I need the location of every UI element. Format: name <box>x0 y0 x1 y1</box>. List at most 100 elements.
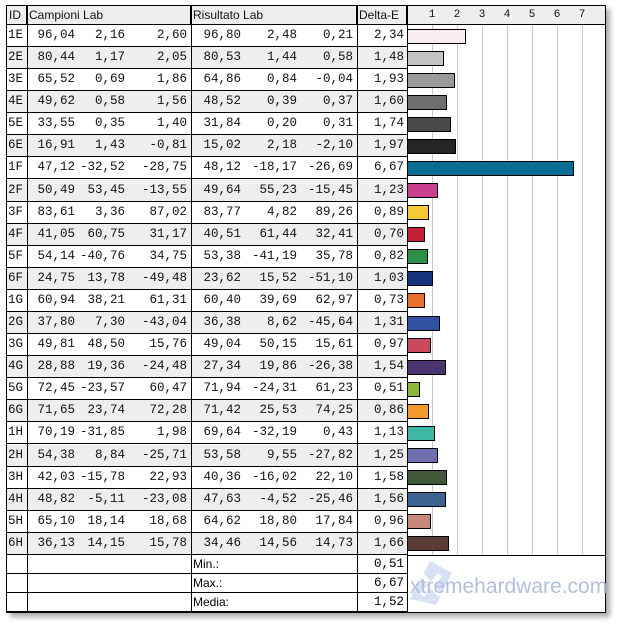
meas-a: 0,20 <box>266 116 297 131</box>
ref-a: 2,16 <box>94 28 125 42</box>
meas-b: 0,31 <box>322 116 353 131</box>
ref-a: 53,45 <box>87 182 125 197</box>
ref-l: 54,38 <box>37 447 75 462</box>
bar-6G <box>407 403 429 419</box>
bar-2G <box>407 315 440 331</box>
header-delta: Delta-E <box>357 6 407 25</box>
ref-l: 41,05 <box>37 226 75 241</box>
table-row: 5G 72,45 -23,57 60,47 71,94 -24,31 61,23 0,51 <box>7 378 407 401</box>
meas-l: 49,64 <box>203 182 241 197</box>
ref-b: 34,75 <box>149 248 187 263</box>
table-row: 4H 48,82 -5,11 -23,08 47,63 -4,52 -25,46 1,56 <box>7 488 407 511</box>
meas-a: 8,62 <box>266 315 297 330</box>
gridline <box>532 25 533 555</box>
ref-l: 50,49 <box>37 182 75 197</box>
column-divider <box>27 6 28 612</box>
tick-label: 3 <box>478 9 486 21</box>
ref-a: 1,43 <box>94 138 125 153</box>
ref-a: -5,11 <box>87 491 125 506</box>
bar-5H <box>407 514 431 530</box>
table-row: 2G 37,80 7,30 -43,04 36,38 8,62 -45,64 1,31 <box>7 312 407 335</box>
ref-a: 1,17 <box>94 50 125 65</box>
bar-1E <box>407 28 466 44</box>
delta-e: 0,51 <box>373 381 404 396</box>
sample-id: 6E <box>8 138 24 153</box>
meas-a: 2,48 <box>266 28 297 42</box>
delta-e: 1,03 <box>373 270 404 285</box>
sample-id: 4E <box>8 94 24 109</box>
delta-e: 1,60 <box>373 94 404 109</box>
meas-b: 0,58 <box>322 50 353 65</box>
tick-label: 2 <box>453 9 461 21</box>
bar-6F <box>407 271 433 287</box>
bar-4F <box>407 227 425 243</box>
ref-l: 24,75 <box>37 270 75 285</box>
ref-b: -13,55 <box>141 182 187 197</box>
bar-4H <box>407 492 446 508</box>
column-divider <box>191 6 192 612</box>
ref-l: 65,52 <box>37 72 75 87</box>
sample-id: 6F <box>8 270 24 285</box>
ref-l: 37,80 <box>37 315 75 330</box>
meas-l: 53,58 <box>203 447 241 462</box>
summary-row: Media: 1,52 <box>7 593 407 612</box>
meas-b: 22,10 <box>315 469 353 484</box>
ref-b: 22,93 <box>149 469 187 484</box>
sample-id: 1E <box>8 28 24 42</box>
meas-a: 9,55 <box>266 447 297 462</box>
meas-a: 2,18 <box>266 138 297 153</box>
sample-id: 4G <box>8 359 24 374</box>
chart-axis: 1 2 3 4 5 6 7 <box>407 6 605 25</box>
delta-e: 2,34 <box>373 28 404 42</box>
ref-a: -32,52 <box>79 160 125 175</box>
meas-a: -18,17 <box>251 160 297 175</box>
ref-a: 38,21 <box>87 292 125 307</box>
ref-a: 18,14 <box>87 513 125 528</box>
sample-id: 4H <box>8 491 24 506</box>
ref-l: 65,10 <box>37 513 75 528</box>
delta-e: 0,86 <box>373 403 404 418</box>
tick-label: 7 <box>578 9 586 21</box>
bar-3E <box>407 72 456 88</box>
meas-b: 62,97 <box>315 292 353 307</box>
ref-a: 0,35 <box>94 116 125 131</box>
meas-b: 0,43 <box>322 425 353 440</box>
sample-id: 4F <box>8 226 24 241</box>
delta-e: 0,96 <box>373 513 404 528</box>
meas-b: -25,46 <box>307 491 353 506</box>
sample-id: 2F <box>8 182 24 197</box>
table-row: 5F 54,14 -40,76 34,75 53,38 -41,19 35,78 0,82 <box>7 245 407 268</box>
ref-l: 48,82 <box>37 491 75 506</box>
ref-l: 96,04 <box>37 28 75 42</box>
meas-l: 83,77 <box>203 204 241 219</box>
meas-b: 89,26 <box>315 204 353 219</box>
ref-a: -15,78 <box>79 469 125 484</box>
ref-a: 13,78 <box>87 270 125 285</box>
meas-a: 55,23 <box>259 182 297 197</box>
ref-a: -31,85 <box>79 425 125 440</box>
sample-id: 5H <box>8 513 24 528</box>
sample-id: 6H <box>8 535 24 550</box>
meas-b: -15,45 <box>307 182 353 197</box>
ref-a: 48,50 <box>87 337 125 352</box>
meas-l: 31,84 <box>203 116 241 131</box>
ref-b: -28,75 <box>141 160 187 175</box>
sample-id: 1F <box>8 160 24 175</box>
sample-id: 2G <box>8 315 24 330</box>
table-row: 2F 50,49 53,45 -13,55 49,64 55,23 -15,45 1,23 <box>7 179 407 202</box>
sample-id: 5E <box>8 116 24 131</box>
summary-value: 6,67 <box>373 575 404 590</box>
bar-3F <box>407 205 430 221</box>
tick-label: 5 <box>528 9 536 21</box>
delta-e: 6,67 <box>373 160 404 175</box>
meas-b: -27,82 <box>307 447 353 462</box>
ref-l: 49,81 <box>37 337 75 352</box>
delta-e-table: ID Campioni Lab Risultato Lab Delta-E 1 2… <box>6 5 606 613</box>
meas-a: 39,69 <box>259 292 297 307</box>
bar-5F <box>407 249 428 265</box>
delta-e: 1,48 <box>373 50 404 65</box>
gridline <box>582 25 583 555</box>
table-row: 6E 16,91 1,43 -0,81 15,02 2,18 -2,10 1,97 <box>7 135 407 158</box>
delta-e: 1,54 <box>373 359 404 374</box>
bar-2H <box>407 448 439 464</box>
